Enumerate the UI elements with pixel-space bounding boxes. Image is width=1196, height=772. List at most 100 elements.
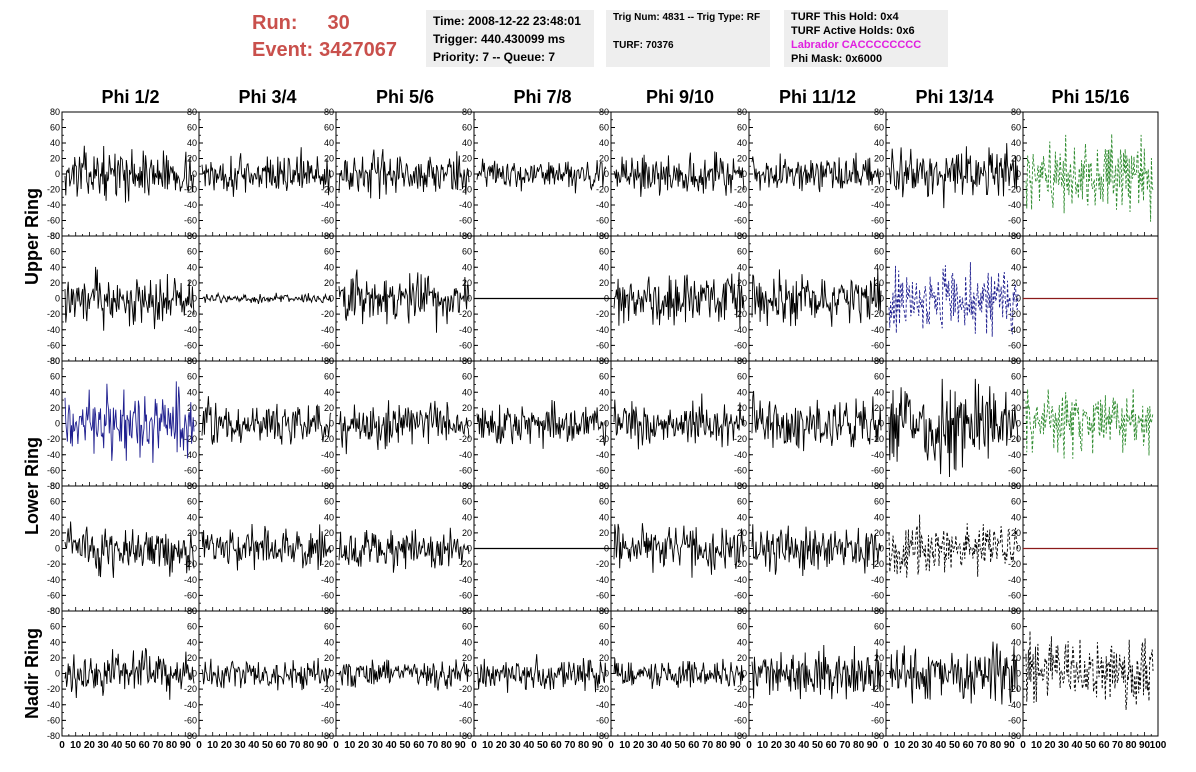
ytick-label: 60 — [50, 123, 60, 133]
xtick-label: 50 — [399, 740, 411, 751]
ytick-label: -40 — [871, 575, 884, 585]
ytick-label: 60 — [874, 123, 884, 133]
ytick-label: 0 — [467, 294, 472, 304]
waveform-r4-c3 — [476, 654, 607, 693]
ytick-label: -20 — [459, 434, 472, 444]
ytick-label: -20 — [596, 434, 609, 444]
xtick-label: 10 — [894, 740, 906, 751]
ytick-label: 20 — [187, 278, 197, 288]
waveform-r2-c1 — [201, 396, 332, 445]
ytick-label: 80 — [50, 231, 60, 241]
xtick-label: 20 — [358, 740, 370, 751]
ytick-label: 40 — [187, 387, 197, 397]
panel-frame-r0-c5 — [748, 111, 887, 237]
ytick-label: 60 — [737, 247, 747, 257]
waveform-r2-c6 — [888, 378, 1019, 478]
ytick-label: -40 — [871, 200, 884, 210]
ytick-label: -20 — [47, 309, 60, 319]
ytick-label: -60 — [47, 340, 60, 350]
ytick-label: 20 — [324, 528, 334, 538]
ytick-label: 80 — [187, 481, 197, 491]
ytick-label: -40 — [459, 450, 472, 460]
ytick-label: -40 — [459, 325, 472, 335]
ytick-label: -20 — [459, 684, 472, 694]
event-value: 3427067 — [319, 39, 397, 61]
ytick-label: -20 — [871, 559, 884, 569]
ring-label-1: Upper Ring — [22, 188, 42, 285]
waveform-r0-c3 — [476, 158, 607, 194]
ytick-label: 40 — [1011, 138, 1021, 148]
ytick-label: 20 — [462, 154, 472, 164]
ytick-label: 20 — [462, 403, 472, 413]
xtick-label: 0 — [746, 740, 752, 751]
ytick-label: -20 — [321, 684, 334, 694]
ytick-label: 80 — [50, 356, 60, 366]
xtick-label: 30 — [647, 740, 659, 751]
ytick-label: -60 — [596, 465, 609, 475]
turf-text: TURF: 70376 — [613, 40, 674, 51]
ytick-label: 20 — [874, 154, 884, 164]
time-text: Time: 2008-12-22 23:48:01 — [433, 14, 581, 28]
xtick-label: 10 — [482, 740, 494, 751]
ytick-label: 80 — [1011, 107, 1021, 117]
xtick-label: 50 — [812, 740, 824, 751]
xtick-label: 70 — [839, 740, 851, 751]
ytick-label: 60 — [187, 622, 197, 632]
xtick-label: 70 — [152, 740, 164, 751]
ytick-label: 80 — [737, 356, 747, 366]
ytick-label: 80 — [874, 481, 884, 491]
ytick-label: 60 — [737, 497, 747, 507]
xtick-label: 50 — [125, 740, 137, 751]
ytick-label: 20 — [324, 278, 334, 288]
ytick-label: -20 — [184, 309, 197, 319]
ytick-label: -60 — [47, 465, 60, 475]
ytick-label: -60 — [47, 715, 60, 725]
ytick-label: -60 — [459, 465, 472, 475]
ytick-label: 60 — [462, 372, 472, 382]
xtick-label: 50 — [949, 740, 961, 751]
ytick-label: 20 — [50, 653, 60, 663]
xtick-label: 90 — [1139, 740, 1151, 751]
ytick-label: -60 — [596, 340, 609, 350]
ytick-label: -40 — [184, 450, 197, 460]
ytick-label: 20 — [1011, 653, 1021, 663]
ytick-label: -40 — [47, 575, 60, 585]
ytick-label: 80 — [874, 231, 884, 241]
ytick-label: 40 — [462, 637, 472, 647]
ytick-label: 60 — [599, 123, 609, 133]
ytick-label: -20 — [47, 559, 60, 569]
ytick-label: 60 — [324, 372, 334, 382]
ytick-label: 20 — [462, 528, 472, 538]
ytick-label: -20 — [459, 559, 472, 569]
ytick-label: -40 — [1008, 700, 1021, 710]
xtick-label: 20 — [496, 740, 508, 751]
waveform-r1-c6 — [888, 262, 1019, 337]
ytick-label: 60 — [187, 497, 197, 507]
ytick-label: -60 — [1008, 465, 1021, 475]
ytick-label: -40 — [596, 325, 609, 335]
ytick-label: 20 — [187, 154, 197, 164]
ytick-label: 0 — [329, 669, 334, 679]
xtick-label: 0 — [196, 740, 202, 751]
waveform-r0-c1 — [201, 147, 332, 197]
ytick-label: 60 — [874, 372, 884, 382]
xtick-label: 90 — [730, 740, 742, 751]
ytick-label: 0 — [467, 669, 472, 679]
ytick-label: -60 — [321, 340, 334, 350]
ytick-label: 20 — [1011, 278, 1021, 288]
ytick-label: -80 — [871, 731, 884, 741]
ytick-label: -20 — [1008, 434, 1021, 444]
xtick-label: 90 — [317, 740, 329, 751]
ytick-label: -80 — [47, 606, 60, 616]
ytick-label: 20 — [324, 653, 334, 663]
ytick-label: -20 — [184, 684, 197, 694]
ytick-label: 60 — [50, 247, 60, 257]
ytick-label: 20 — [737, 653, 747, 663]
ytick-label: -60 — [871, 465, 884, 475]
column-header-3: Phi 5/6 — [376, 87, 434, 107]
ytick-label: 20 — [50, 403, 60, 413]
xtick-label: 70 — [564, 740, 576, 751]
xtick-label: 10 — [1031, 740, 1043, 751]
ytick-label: 40 — [874, 512, 884, 522]
xtick-label: 0 — [59, 740, 65, 751]
